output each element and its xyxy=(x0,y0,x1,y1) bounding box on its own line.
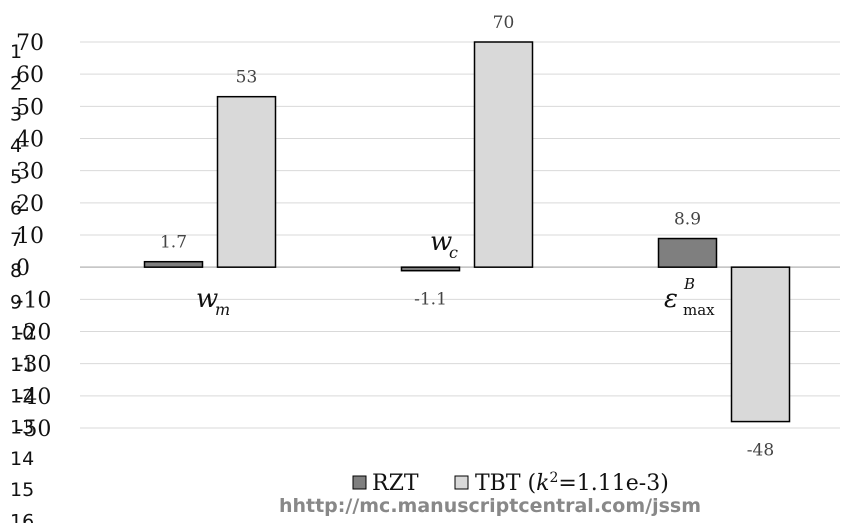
line-number: 8 xyxy=(10,260,22,282)
category-superscript: B xyxy=(683,275,695,293)
line-number: 13 xyxy=(10,417,34,439)
y-tick-label: 20 xyxy=(16,192,44,217)
bars xyxy=(143,41,791,423)
line-number: 10 xyxy=(10,323,34,345)
y-tick-label: 30 xyxy=(16,160,44,185)
legend: RZT TBT (k2=1.11e-3) xyxy=(352,470,669,496)
category-subscript: max xyxy=(683,301,715,319)
data-label: 8.9 xyxy=(674,210,701,230)
data-label: -48 xyxy=(747,441,774,461)
y-tick-label: 70 xyxy=(16,31,44,56)
y-tick-label: -30 xyxy=(16,353,51,378)
data-labels: 1.7 -1.1 8.9 53 70 -48 xyxy=(160,13,774,461)
category-label: w xyxy=(196,284,218,314)
line-number: 15 xyxy=(10,479,34,501)
legend-label-tbt: TBT (k2=1.11e-3) xyxy=(475,470,669,496)
category-subscript: c xyxy=(449,243,458,262)
y-tick-label: 10 xyxy=(16,224,44,249)
legend-label-rzt: RZT xyxy=(372,471,419,496)
y-tick-label: -10 xyxy=(16,288,51,313)
y-tick-label: 60 xyxy=(16,63,44,88)
legend-swatch-rzt xyxy=(352,475,367,490)
y-tick-label: -50 xyxy=(16,417,51,442)
data-label: 1.7 xyxy=(160,233,187,253)
gridlines xyxy=(80,41,840,429)
y-tick-label: 40 xyxy=(16,128,44,153)
line-number: 7 xyxy=(10,229,22,251)
rzt-bar xyxy=(657,237,718,268)
line-number: 12 xyxy=(10,385,34,407)
y-tick-label: -40 xyxy=(16,385,51,410)
category-label: w xyxy=(430,227,452,257)
line-number: 1 xyxy=(10,41,22,63)
y-tick-label: -20 xyxy=(16,321,51,346)
category-subscript: m xyxy=(215,300,230,319)
data-label: 70 xyxy=(493,13,515,33)
category-label: ε xyxy=(664,284,678,314)
data-label: -1.1 xyxy=(414,290,447,310)
y-tick-labels: 70 60 50 40 30 20 10 0 -10 -20 -30 -40 -50 xyxy=(16,31,51,442)
legend-swatch-tbt xyxy=(454,475,469,490)
line-number: 16 xyxy=(10,511,34,523)
line-number: 2 xyxy=(10,72,22,94)
data-label: 53 xyxy=(236,68,258,88)
line-number: 11 xyxy=(10,354,34,376)
tbt-bar xyxy=(473,41,534,268)
line-number: 3 xyxy=(10,104,22,126)
footer-url: hhttp://mc.manuscriptcentral.com/jssm xyxy=(279,495,701,517)
tbt-bar xyxy=(730,266,791,423)
y-tick-label: 50 xyxy=(16,95,44,120)
line-number: 6 xyxy=(10,198,22,220)
y-tick-label: 0 xyxy=(16,256,30,281)
line-number: 4 xyxy=(10,135,22,157)
line-number: 9 xyxy=(10,291,22,313)
rzt-bar xyxy=(400,266,461,272)
line-number: 14 xyxy=(10,448,34,470)
line-number: 5 xyxy=(10,166,22,188)
tbt-bar xyxy=(216,95,277,268)
rzt-bar xyxy=(143,260,204,268)
